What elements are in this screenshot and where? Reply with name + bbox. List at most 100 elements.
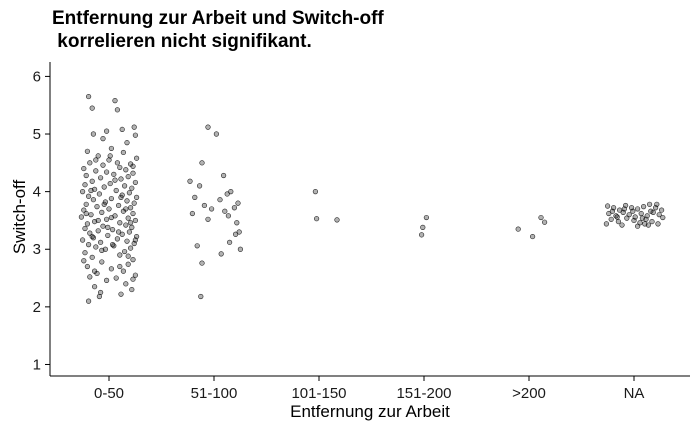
data-point <box>630 208 636 214</box>
data-point <box>606 210 612 217</box>
data-point <box>121 248 128 255</box>
data-point <box>95 228 101 234</box>
data-point <box>654 201 660 207</box>
data-point <box>132 272 138 278</box>
data-point <box>621 206 628 212</box>
data-point <box>130 170 136 176</box>
y-tick-label: 1 <box>33 356 41 373</box>
data-point <box>125 253 131 259</box>
data-point <box>205 124 211 130</box>
data-point <box>128 205 134 211</box>
data-point <box>85 93 92 100</box>
data-point <box>87 160 93 166</box>
data-point <box>639 215 646 221</box>
data-point <box>105 232 111 239</box>
data-point <box>227 239 233 245</box>
data-point <box>128 245 134 251</box>
data-point <box>82 225 88 232</box>
data-point <box>616 207 623 213</box>
data-point <box>194 243 200 249</box>
data-point <box>109 242 116 248</box>
data-point <box>114 107 120 113</box>
data-point <box>515 226 521 232</box>
data-point <box>95 153 101 159</box>
x-tick-label: 51-100 <box>191 385 238 402</box>
data-point <box>538 214 544 221</box>
data-point <box>604 203 611 209</box>
data-point <box>83 210 89 217</box>
data-point <box>129 224 135 230</box>
data-point <box>117 164 123 171</box>
data-point <box>121 183 128 189</box>
x-tick-label: NA <box>624 385 645 402</box>
data-point <box>199 160 205 166</box>
data-point <box>95 217 101 224</box>
data-point <box>235 200 241 206</box>
data-point <box>82 182 88 188</box>
data-point <box>91 268 98 274</box>
data-point <box>79 237 86 243</box>
data-point <box>83 201 89 207</box>
data-point <box>114 160 120 166</box>
data-point <box>132 217 138 224</box>
y-axis-ticks: 1 2 3 4 5 6 <box>33 68 50 373</box>
data-point <box>85 193 92 199</box>
data-point <box>118 176 124 182</box>
data-point <box>100 136 106 142</box>
data-point <box>603 221 610 227</box>
data-point <box>130 257 136 263</box>
data-point <box>97 239 104 245</box>
data-point <box>130 163 136 169</box>
data-point <box>90 197 96 203</box>
data-point <box>231 205 237 211</box>
data-point <box>117 220 123 226</box>
data-point <box>112 177 118 183</box>
data-point <box>233 231 239 237</box>
data-point <box>619 222 625 228</box>
data-point <box>113 187 119 194</box>
data-point <box>187 178 193 184</box>
data-point <box>334 217 340 223</box>
data-point <box>123 206 129 212</box>
data-point <box>100 223 106 229</box>
data-point <box>419 232 425 238</box>
data-point <box>218 251 224 257</box>
data-point <box>93 244 99 250</box>
data-point <box>112 98 118 104</box>
data-point <box>314 216 320 222</box>
data-point <box>126 229 132 235</box>
y-tick-label: 4 <box>33 184 41 201</box>
data-point <box>131 200 137 206</box>
data-point <box>106 206 112 212</box>
data-point <box>118 194 124 200</box>
data-point <box>83 172 89 179</box>
data-point <box>101 201 107 207</box>
data-point <box>234 220 240 226</box>
data-point <box>108 266 114 272</box>
data-point <box>103 128 110 134</box>
data-point <box>123 222 129 228</box>
data-point <box>631 217 637 224</box>
data-point <box>90 131 96 137</box>
y-tick-label: 2 <box>33 299 41 316</box>
data-point <box>108 195 114 202</box>
data-point <box>126 190 132 196</box>
data-point <box>134 194 140 200</box>
x-tick-label: 101-150 <box>291 385 346 402</box>
data-point <box>634 223 641 229</box>
data-point <box>81 207 87 213</box>
data-point <box>89 233 95 240</box>
data-point <box>89 254 95 260</box>
data-point <box>638 210 644 217</box>
data-point <box>236 229 242 235</box>
data-point <box>93 157 99 163</box>
data-point <box>100 162 106 168</box>
data-point <box>626 212 632 218</box>
data-point <box>84 263 90 270</box>
y-tick-label: 5 <box>33 126 41 143</box>
data-point <box>109 227 116 233</box>
data-point <box>88 187 94 194</box>
data-point <box>640 204 647 210</box>
data-point <box>82 250 88 256</box>
